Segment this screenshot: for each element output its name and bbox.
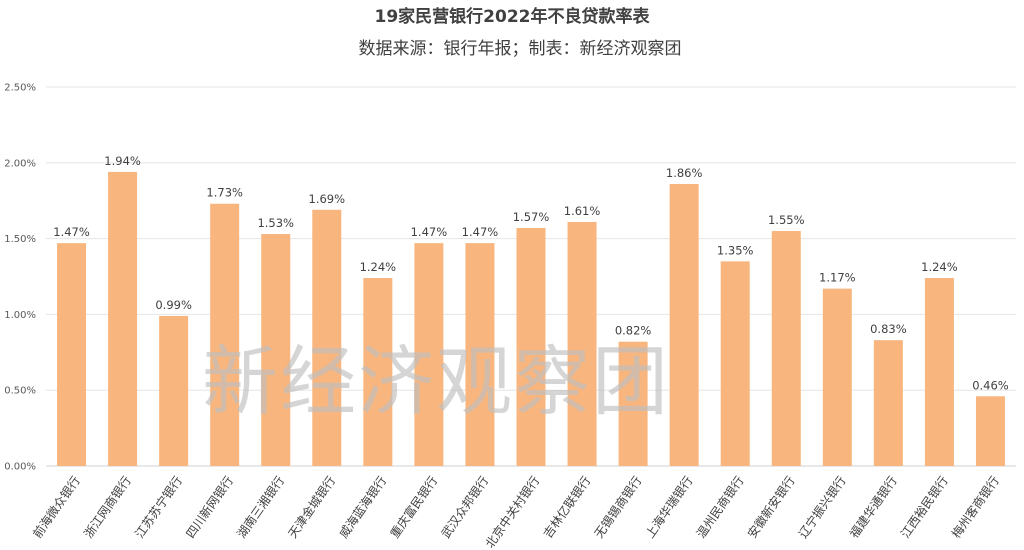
bar <box>57 243 87 466</box>
x-tick-label: 浙江网商银行 <box>80 473 134 541</box>
bar <box>567 221 597 466</box>
x-tick-label: 武汉众邦银行 <box>439 474 492 541</box>
data-label: 1.17% <box>819 271 856 285</box>
bar <box>720 261 750 466</box>
data-label: 1.61% <box>564 204 601 218</box>
data-label: 1.57% <box>513 210 550 224</box>
data-label: 1.35% <box>717 243 754 257</box>
data-label: 0.83% <box>870 322 907 336</box>
x-tick-label: 上海华瑞银行 <box>642 473 696 541</box>
x-tick-label: 福建华通银行 <box>846 473 900 541</box>
watermark-text: 新经济观察团 <box>202 337 670 426</box>
x-tick-label: 梅州客商银行 <box>948 473 1002 541</box>
bar <box>159 315 189 466</box>
bar <box>414 243 444 466</box>
bar <box>873 340 903 466</box>
x-tick-label: 四川新网银行 <box>183 473 237 541</box>
x-tick-label: 重庆富民银行 <box>387 473 441 541</box>
bar <box>822 288 852 466</box>
bar <box>363 278 393 466</box>
bar <box>312 209 342 466</box>
data-label: 1.53% <box>257 216 294 230</box>
data-label: 1.94% <box>104 154 141 168</box>
bar <box>210 203 240 466</box>
x-tick-label: 安徽新安银行 <box>744 473 798 541</box>
bar <box>669 184 699 467</box>
x-tick-label: 威海蓝海银行 <box>336 473 390 541</box>
x-tick-label: 江苏苏宁银行 <box>131 473 185 541</box>
data-label: 1.47% <box>411 225 448 239</box>
x-tick-label: 江西裕民银行 <box>897 473 951 541</box>
data-label: 0.99% <box>155 298 192 312</box>
data-label: 1.24% <box>921 260 958 274</box>
bar <box>516 227 546 466</box>
bar <box>618 341 648 466</box>
y-tick-label: 1.50% <box>4 234 36 245</box>
bar <box>975 396 1005 466</box>
data-label: 1.47% <box>53 225 90 239</box>
x-tick-label: 天津金城银行 <box>285 473 339 541</box>
y-tick-label: 1.00% <box>4 310 36 321</box>
data-label: 1.55% <box>768 213 805 227</box>
chart-title: 19家民营银行2022年不良贷款率表 <box>375 6 651 27</box>
x-tick-label: 前海微众银行 <box>29 473 83 541</box>
data-labels: 1.47% 1.94% 0.99% 1.73% 1.53% 1.69% 1.24% 1.47%… <box>53 154 1009 392</box>
data-label: 1.86% <box>666 166 703 180</box>
x-tick-label: 北京中关村银行 <box>482 473 542 550</box>
x-tick-label: 吉林亿联银行 <box>540 473 594 541</box>
y-tick-label: 0.00% <box>4 462 36 473</box>
bar <box>924 278 954 466</box>
x-axis: 前海微众银行浙江网商银行江苏苏宁银行四川新网银行湖南三湘银行天津金城银行威海蓝海… <box>29 473 1002 550</box>
data-label: 1.24% <box>360 260 397 274</box>
bars <box>57 171 1005 467</box>
y-tick-label: 2.50% <box>4 83 36 94</box>
x-tick-label: 辽宁振兴银行 <box>795 473 849 541</box>
x-tick-label: 温州民商银行 <box>693 473 747 541</box>
data-label: 0.46% <box>972 378 1009 392</box>
x-tick-label: 湖南三湘银行 <box>234 473 288 541</box>
data-label: 1.47% <box>462 225 499 239</box>
bar <box>108 171 138 466</box>
bar <box>465 243 495 466</box>
y-tick-label: 2.00% <box>4 158 36 169</box>
bar <box>771 231 801 466</box>
chart-subtitle: 数据来源：银行年报；制表：新经济观察团 <box>359 39 682 59</box>
x-tick-label: 无锡锡商银行 <box>591 473 645 541</box>
y-tick-label: 0.50% <box>4 386 36 397</box>
data-label: 0.82% <box>615 324 652 338</box>
data-label: 1.69% <box>309 192 346 206</box>
bar <box>261 234 291 466</box>
data-label: 1.73% <box>206 186 243 200</box>
y-axis: 0.00% 0.50% 1.00% 1.50% 2.00% 2.50% <box>4 83 36 473</box>
